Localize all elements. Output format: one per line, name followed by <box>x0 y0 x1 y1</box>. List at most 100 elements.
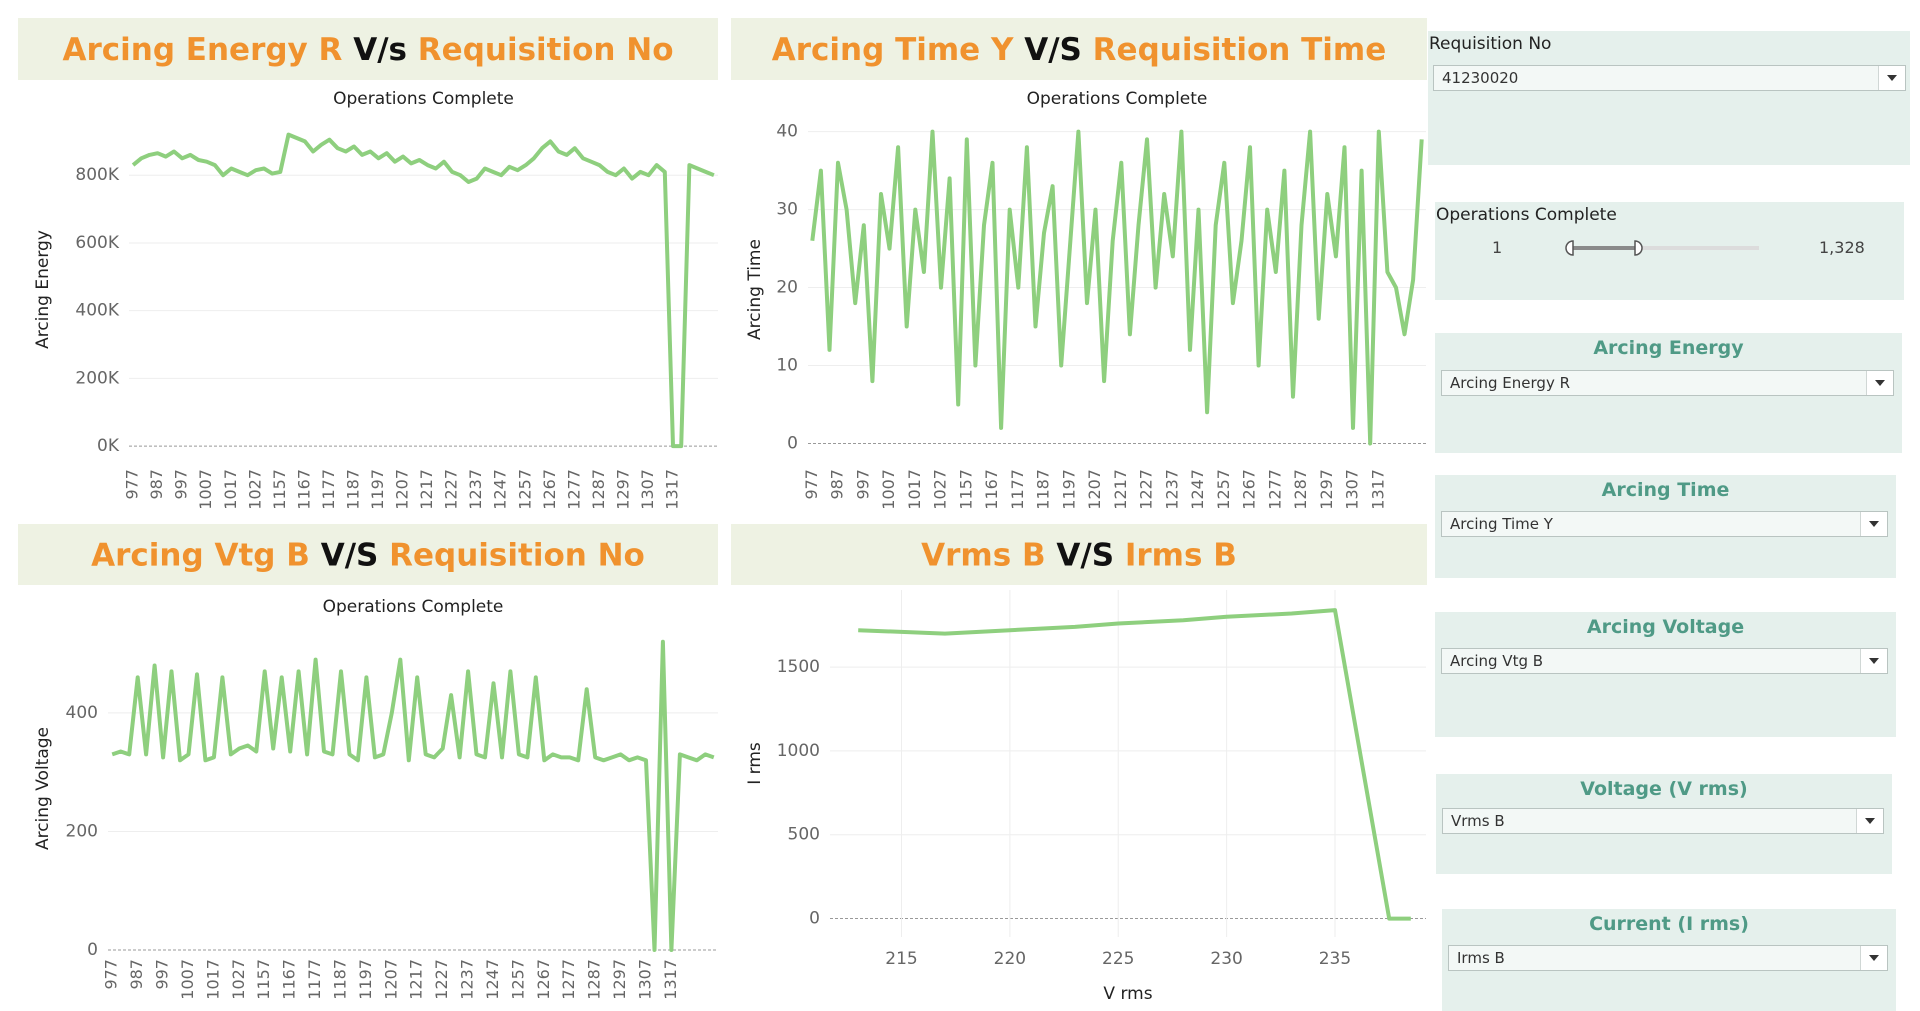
y-tick-label: 30 <box>776 200 798 220</box>
x-tick-label: 1197 <box>356 959 375 1000</box>
chart-subtitle: Operations Complete <box>323 597 504 617</box>
x-tick-label: 1267 <box>534 959 553 1000</box>
y-tick-label: 600K <box>75 233 119 253</box>
x-tick-label: 220 <box>994 949 1026 969</box>
x-tick-label: 1277 <box>564 469 583 510</box>
x-tick-label: 1157 <box>270 469 289 510</box>
filter-title: Arcing Time <box>1601 479 1730 501</box>
title-part: V/S <box>321 537 379 573</box>
filter-card: Voltage (V rms) Vrms B <box>1436 774 1892 874</box>
x-tick-label: 987 <box>127 959 146 990</box>
x-tick-label: 1287 <box>589 469 608 510</box>
x-tick-label: 1317 <box>661 959 680 1000</box>
title-part: Irms B <box>1125 537 1237 573</box>
dropdown-arrow <box>1866 371 1893 395</box>
y-tick-label: 400 <box>66 703 98 723</box>
x-tick-label: 1277 <box>1265 469 1284 510</box>
x-tick-label: 1177 <box>1008 469 1027 510</box>
y-axis-label: Arcing Energy <box>33 230 53 349</box>
y-tick-label: 200 <box>66 821 98 841</box>
x-tick-label: 1167 <box>294 469 313 510</box>
x-tick-label: 215 <box>885 949 917 969</box>
dropdown[interactable]: Vrms B <box>1442 808 1884 834</box>
x-tick-label: 1007 <box>196 469 215 510</box>
x-tick-label: 1317 <box>1368 469 1387 510</box>
x-tick-label: 977 <box>802 469 821 500</box>
x-tick-label: 1287 <box>585 959 604 1000</box>
x-tick-label: 1027 <box>931 469 950 510</box>
chart-subtitle: Operations Complete <box>333 89 514 109</box>
title-part: Arcing Energy R <box>62 32 342 68</box>
x-tick-label: 1007 <box>178 959 197 1000</box>
x-tick-label: 1197 <box>1059 469 1078 510</box>
y-axis-label: Arcing Time <box>745 239 765 340</box>
x-tick-label: 1017 <box>905 469 924 510</box>
x-tick-label: 1227 <box>442 469 461 510</box>
dropdown-arrow <box>1856 809 1883 833</box>
range-slider[interactable] <box>1565 236 1765 260</box>
y-tick-label: 40 <box>776 122 798 142</box>
filter-title: Arcing Voltage <box>1586 616 1745 638</box>
x-tick-label: 1267 <box>1240 469 1259 510</box>
data-line <box>858 608 1411 921</box>
x-tick-label: 1297 <box>610 959 629 1000</box>
x-tick-label: 225 <box>1102 949 1134 969</box>
title-bar <box>18 524 718 585</box>
chart-subtitle: Operations Complete <box>1027 89 1208 109</box>
dropdown[interactable]: Arcing Vtg B <box>1441 648 1888 674</box>
x-tick-label: 1297 <box>613 469 632 510</box>
title-part: Vrms B <box>921 537 1045 573</box>
x-tick-label: 1217 <box>417 469 436 510</box>
x-tick-label: 1217 <box>1111 469 1130 510</box>
dashboard-charts: Arcing Energy R V/s Requisition No Operat… <box>18 18 1427 1004</box>
title-part: Requisition No <box>418 32 674 68</box>
title-part: Arcing Time Y <box>772 32 1014 68</box>
x-tick-label: 1257 <box>1214 469 1233 510</box>
x-tick-label: 1017 <box>221 469 240 510</box>
x-tick-label: 1247 <box>483 959 502 1000</box>
data-line <box>131 132 715 449</box>
dropdown[interactable]: 41230020 <box>1433 65 1906 91</box>
dropdown[interactable]: Arcing Time Y <box>1441 511 1888 537</box>
x-tick-label: 1187 <box>343 469 362 510</box>
filter-card: Current (I rms) Irms B <box>1442 909 1896 1011</box>
dropdown-value: Arcing Energy R <box>1450 374 1571 392</box>
y-tick-label: 0 <box>87 940 98 960</box>
y-tick-label: 400K <box>75 301 119 321</box>
filter-title: Current (I rms) <box>1589 913 1749 935</box>
x-tick-label: 1207 <box>1085 469 1104 510</box>
x-tick-label: 1207 <box>381 959 400 1000</box>
x-tick-label: 230 <box>1210 949 1242 969</box>
filter-card: Requisition No 41230020 <box>1428 31 1910 165</box>
x-tick-label: 1217 <box>407 959 426 1000</box>
title-bar <box>731 18 1427 80</box>
chart-title: Arcing Energy R V/s Requisition No <box>62 32 673 68</box>
x-tick-label: 1027 <box>229 959 248 1000</box>
dropdown[interactable]: Arcing Energy R <box>1441 370 1894 396</box>
x-tick-label: 1257 <box>515 469 534 510</box>
y-axis-label: I rms <box>745 742 765 785</box>
dropdown-value: Arcing Vtg B <box>1450 652 1544 670</box>
filter-card: Operations Complete 1 1,328 <box>1435 202 1904 300</box>
x-tick-label: 1167 <box>982 469 1001 510</box>
title-part: V/S <box>1056 537 1114 573</box>
title-bar <box>18 18 718 80</box>
x-tick-label: 1247 <box>491 469 510 510</box>
y-tick-label: 1000 <box>777 741 820 761</box>
filter-label: Requisition No <box>1429 34 1552 54</box>
dropdown[interactable]: Irms B <box>1448 945 1888 971</box>
x-tick-label: 1307 <box>638 469 657 510</box>
x-tick-label: 1307 <box>635 959 654 1000</box>
x-tick-label: 1317 <box>663 469 682 510</box>
dropdown-arrow <box>1860 512 1887 536</box>
x-tick-label: 1207 <box>393 469 412 510</box>
data-line <box>111 639 715 952</box>
x-tick-label: 1237 <box>466 469 485 510</box>
x-tick-label: 1297 <box>1317 469 1336 510</box>
y-tick-label: 0 <box>787 434 798 454</box>
filter-card: Arcing Time Arcing Time Y <box>1435 475 1896 578</box>
x-tick-label: 1237 <box>458 959 477 1000</box>
y-tick-label: 500 <box>788 825 820 845</box>
filter-card: Arcing Energy Arcing Energy R <box>1435 333 1902 453</box>
y-tick-label: 1500 <box>777 657 820 677</box>
